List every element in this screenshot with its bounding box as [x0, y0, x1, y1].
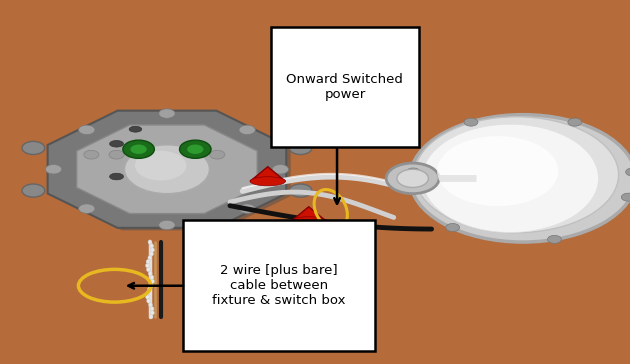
- Circle shape: [135, 151, 186, 181]
- Circle shape: [239, 204, 255, 213]
- Circle shape: [446, 223, 460, 232]
- Circle shape: [547, 236, 561, 244]
- Circle shape: [159, 150, 175, 159]
- Ellipse shape: [437, 136, 558, 206]
- Circle shape: [397, 169, 428, 187]
- Circle shape: [289, 141, 312, 154]
- Circle shape: [124, 145, 210, 194]
- Ellipse shape: [148, 256, 152, 260]
- FancyBboxPatch shape: [183, 220, 375, 351]
- Circle shape: [180, 140, 211, 158]
- Polygon shape: [52, 113, 290, 230]
- Circle shape: [123, 140, 154, 158]
- Ellipse shape: [110, 141, 123, 147]
- Ellipse shape: [148, 271, 152, 276]
- Polygon shape: [291, 207, 326, 221]
- Circle shape: [568, 118, 581, 126]
- Ellipse shape: [250, 177, 285, 186]
- Circle shape: [239, 125, 255, 135]
- Circle shape: [79, 125, 95, 135]
- Circle shape: [386, 163, 439, 194]
- Ellipse shape: [150, 252, 154, 256]
- Ellipse shape: [151, 310, 154, 315]
- Circle shape: [621, 193, 630, 201]
- Ellipse shape: [149, 314, 153, 319]
- Circle shape: [159, 109, 175, 118]
- Polygon shape: [250, 167, 285, 181]
- Circle shape: [272, 165, 289, 174]
- Ellipse shape: [146, 264, 149, 268]
- Ellipse shape: [129, 126, 142, 132]
- Ellipse shape: [410, 115, 630, 242]
- Ellipse shape: [415, 117, 619, 233]
- Ellipse shape: [150, 306, 154, 311]
- FancyBboxPatch shape: [271, 27, 419, 147]
- Circle shape: [159, 220, 175, 230]
- Ellipse shape: [146, 291, 150, 295]
- Polygon shape: [48, 111, 286, 228]
- Circle shape: [79, 204, 95, 213]
- Ellipse shape: [151, 248, 154, 252]
- Ellipse shape: [150, 275, 154, 280]
- Circle shape: [626, 168, 630, 176]
- Ellipse shape: [110, 173, 123, 180]
- Ellipse shape: [149, 303, 152, 307]
- Ellipse shape: [146, 295, 149, 299]
- Circle shape: [464, 118, 478, 126]
- Circle shape: [130, 145, 147, 154]
- Circle shape: [45, 165, 62, 174]
- Ellipse shape: [147, 299, 151, 303]
- Circle shape: [84, 150, 99, 159]
- Ellipse shape: [422, 124, 598, 233]
- Text: Onward Switched
power: Onward Switched power: [287, 74, 403, 101]
- Circle shape: [22, 184, 45, 197]
- Ellipse shape: [150, 244, 154, 248]
- Circle shape: [109, 150, 124, 159]
- Ellipse shape: [291, 217, 326, 226]
- Circle shape: [22, 141, 45, 154]
- Ellipse shape: [146, 260, 150, 264]
- Circle shape: [134, 150, 149, 159]
- Ellipse shape: [146, 268, 150, 272]
- Ellipse shape: [147, 287, 151, 291]
- Ellipse shape: [149, 283, 153, 288]
- Circle shape: [187, 145, 203, 154]
- Polygon shape: [77, 125, 257, 214]
- Text: 2 wire [plus bare]
cable between
fixture & switch box: 2 wire [plus bare] cable between fixture…: [212, 264, 345, 307]
- Ellipse shape: [151, 279, 154, 284]
- Circle shape: [210, 150, 225, 159]
- Circle shape: [406, 168, 420, 176]
- Circle shape: [289, 184, 312, 197]
- Ellipse shape: [148, 240, 152, 244]
- Circle shape: [185, 150, 200, 159]
